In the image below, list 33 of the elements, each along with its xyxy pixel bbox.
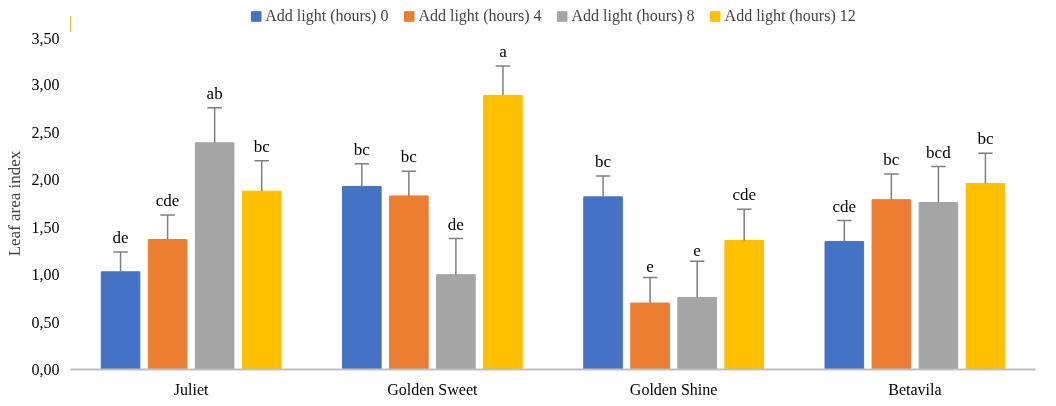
- y-tick-label: 1,50: [31, 218, 60, 236]
- data-label: bc: [353, 139, 371, 159]
- y-axis-title: Leaf area index: [4, 150, 24, 257]
- data-label: bc: [253, 136, 271, 156]
- y-tick-label: 3,00: [31, 76, 60, 94]
- data-label: de: [112, 227, 129, 247]
- x-tick-label: Golden Sweet: [387, 380, 479, 398]
- y-tick-label: 2,00: [31, 171, 60, 189]
- data-label: cde: [732, 185, 756, 205]
- legend-label: Add light (hours) 12: [724, 7, 856, 25]
- data-label: bc: [883, 150, 900, 170]
- y-tick-label: 1,00: [31, 266, 60, 284]
- y-tick-label: 0,00: [31, 361, 60, 378]
- data-label: ab: [206, 83, 223, 103]
- data-label: cde: [832, 196, 857, 216]
- data-label: de: [447, 214, 464, 234]
- data-label: e: [693, 241, 701, 261]
- data-label: bc: [977, 129, 994, 149]
- x-tick-label: Juliet: [173, 380, 210, 398]
- y-tick-label: 2,50: [31, 123, 60, 141]
- data-label: e: [646, 257, 654, 277]
- legend-label: Add light (hours) 4: [418, 7, 542, 25]
- y-tick-label: 3,50: [31, 29, 60, 47]
- data-label: a: [499, 41, 508, 61]
- x-tick-label: Betavila: [888, 380, 942, 398]
- data-label: bcd: [926, 142, 952, 162]
- x-tick-label: Golden Shine: [629, 380, 718, 398]
- legend-label: Add light (hours) 0: [265, 7, 389, 25]
- y-tick-label: 0,50: [31, 313, 60, 331]
- data-label: cde: [155, 190, 180, 210]
- data-label: bc: [595, 151, 612, 171]
- legend-label: Add light (hours) 8: [571, 7, 695, 25]
- data-label: bc: [400, 147, 418, 167]
